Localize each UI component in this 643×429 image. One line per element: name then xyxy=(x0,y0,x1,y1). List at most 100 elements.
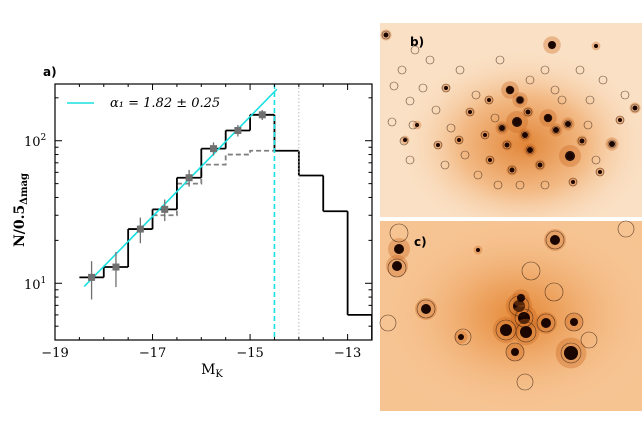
ring-b xyxy=(485,155,495,165)
star-b xyxy=(436,143,440,147)
panel-separator xyxy=(380,217,643,221)
ring-c xyxy=(515,321,537,343)
data-point xyxy=(234,126,242,134)
ring-c xyxy=(560,342,582,364)
data-point xyxy=(185,174,193,182)
star-b xyxy=(537,162,543,168)
image-b-circles xyxy=(381,30,640,190)
ring-b xyxy=(550,85,560,95)
star-b xyxy=(499,125,505,131)
image-c-circles xyxy=(379,220,635,391)
y-tick-label-100: 102 xyxy=(24,133,46,150)
ring-b xyxy=(431,105,441,115)
data-point xyxy=(161,205,169,213)
star-b xyxy=(403,138,407,142)
ring-c xyxy=(416,299,436,319)
ring-b xyxy=(454,135,464,145)
ring-c xyxy=(521,261,541,281)
ring-b xyxy=(381,30,391,40)
star-c xyxy=(517,294,525,302)
star-c xyxy=(541,318,551,328)
data-point xyxy=(136,225,144,233)
ring-b xyxy=(425,55,435,65)
star-b xyxy=(579,138,585,144)
ring-b xyxy=(440,160,450,170)
ring-b xyxy=(408,120,418,130)
star-c xyxy=(520,326,532,338)
panel-c-image: c) xyxy=(379,220,642,411)
data-point xyxy=(88,273,96,281)
ring-b xyxy=(505,85,515,95)
ring-c xyxy=(505,342,525,362)
ring-b xyxy=(405,155,415,165)
data-point xyxy=(210,145,217,153)
ring-b xyxy=(515,95,525,105)
ring-c xyxy=(514,308,534,328)
ring-c xyxy=(389,223,409,243)
star-c xyxy=(511,348,519,356)
plot-overlay xyxy=(88,109,266,300)
ring-b xyxy=(399,136,409,146)
ring-b xyxy=(585,95,595,105)
ring-b xyxy=(410,45,420,55)
ring-c xyxy=(379,314,397,332)
star-b xyxy=(483,133,487,137)
ring-c xyxy=(387,258,407,278)
image-c-sources xyxy=(386,229,587,369)
star-c xyxy=(564,346,578,360)
ring-b xyxy=(480,130,490,140)
ring-c xyxy=(508,295,530,317)
ring-b xyxy=(565,151,575,161)
star-c xyxy=(476,248,480,252)
star-b xyxy=(468,110,472,114)
ring-b xyxy=(515,180,525,190)
star-b xyxy=(527,147,533,153)
ring-b xyxy=(577,136,587,146)
data-point xyxy=(258,111,266,119)
star-c xyxy=(458,334,464,340)
y-tick-label-10: 101 xyxy=(24,276,46,293)
star-b xyxy=(565,121,571,127)
star-c xyxy=(500,324,512,336)
star-c xyxy=(394,244,404,254)
ring-b xyxy=(484,95,494,105)
ring-c xyxy=(580,331,598,349)
ring-c xyxy=(516,373,534,391)
ring-b xyxy=(471,90,481,100)
fit-line xyxy=(83,88,278,288)
plot-area xyxy=(79,84,372,340)
ring-b xyxy=(583,120,593,130)
star-b xyxy=(544,114,552,122)
ring-b xyxy=(563,119,573,129)
ring-b xyxy=(490,113,500,123)
star-c xyxy=(550,235,560,245)
ring-b xyxy=(455,65,465,75)
ring-b xyxy=(433,140,443,150)
ring-c xyxy=(536,313,556,333)
ring-c xyxy=(544,282,564,302)
ring-b xyxy=(525,75,535,85)
star-b xyxy=(571,180,575,184)
data-point xyxy=(112,263,120,271)
plot-frame xyxy=(54,83,373,341)
y-axis-title: N/0.5Δmag xyxy=(12,173,30,247)
image-c-glow xyxy=(380,221,642,411)
x-tick-label: −13 xyxy=(334,346,361,361)
dashed-histogram xyxy=(152,149,275,217)
ring-b xyxy=(607,139,617,149)
image-b-sources xyxy=(380,29,641,187)
star-b xyxy=(618,118,622,122)
ring-b xyxy=(512,117,522,127)
star-c xyxy=(392,261,402,271)
ring-b xyxy=(551,125,561,135)
star-b xyxy=(488,158,492,162)
ring-b xyxy=(543,113,553,123)
star-b xyxy=(512,117,522,127)
ring-b xyxy=(598,75,608,85)
ring-b xyxy=(493,180,503,190)
star-b xyxy=(632,105,638,111)
ring-b xyxy=(540,65,550,75)
ring-b xyxy=(495,55,505,65)
star-b xyxy=(548,41,556,49)
